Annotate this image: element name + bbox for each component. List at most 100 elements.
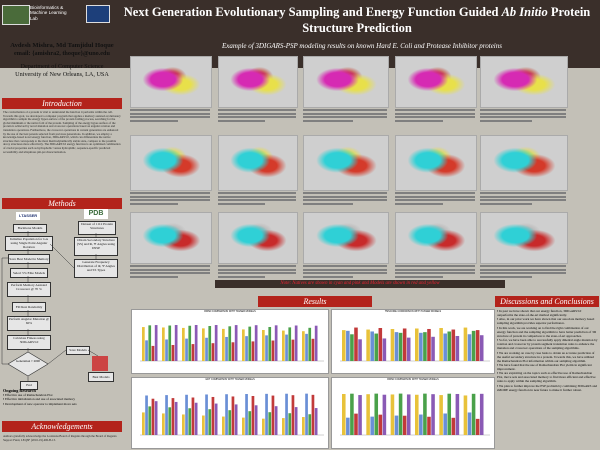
- chart-bar: [268, 412, 272, 435]
- chart-bar: [174, 401, 178, 435]
- chart-bar: [288, 327, 292, 361]
- chart-bar: [467, 412, 472, 435]
- chart-bar: [225, 336, 228, 361]
- chart-bar: [248, 411, 252, 435]
- chart-bar: [285, 393, 288, 435]
- chart-bar: [451, 417, 456, 435]
- chart-bar: [455, 335, 460, 361]
- chart-bar: [288, 413, 292, 435]
- chart-bar: [447, 393, 452, 435]
- author-names: Avdesh Mishra, Md Tamjidul Hoque: [10, 42, 114, 49]
- chart-bar: [443, 333, 447, 361]
- chart-bar: [188, 325, 192, 361]
- chart-rmsd-1: RMSD COMPARISON WITH TASSER MODELS: [131, 309, 329, 374]
- chart-tmscore: TMSCORE COMPARISON WITH TASSER MODELS: [331, 309, 495, 374]
- chart-bar: [251, 395, 255, 435]
- chart-bar: [346, 417, 350, 435]
- chart-bar: [447, 331, 452, 361]
- chart-bar: [382, 338, 387, 361]
- chart-bar: [245, 336, 248, 361]
- chart-bar: [268, 326, 272, 361]
- poster-title: Next Generation Evolutionary Sampling an…: [123, 5, 591, 35]
- chart-bar: [285, 334, 288, 361]
- chart-bar: [374, 333, 379, 361]
- figure-caption-lines: [480, 108, 566, 123]
- discussion-item: ▪ In this work, we are working on to fin…: [497, 325, 597, 338]
- university-logo: [86, 5, 110, 23]
- protein-structure-image: [395, 56, 477, 108]
- protein-structure-image: [130, 56, 212, 108]
- chart-gdt-bars: [140, 393, 324, 436]
- chart-bar: [415, 394, 419, 435]
- chart-bar: [242, 329, 245, 361]
- flow-frequency-distribution: Generate Frequency Distribution of Φ, Ψ …: [74, 259, 118, 278]
- chart-bar: [271, 340, 275, 361]
- chart-bar: [151, 398, 155, 435]
- figure-caption-lines: [395, 264, 475, 279]
- chart-bar: [294, 325, 298, 361]
- chart-bar: [171, 398, 175, 435]
- chart-bar: [402, 328, 407, 361]
- chart-bar: [194, 325, 198, 361]
- chart-bar: [398, 332, 403, 361]
- chart-bar: [205, 337, 208, 361]
- chart-bar: [228, 326, 232, 361]
- chart-bar: [214, 403, 218, 435]
- figure-caption-lines: [303, 108, 387, 123]
- flow-angular-mutation: Perform Angular Mutation @ 60%: [7, 316, 51, 331]
- chart-bar: [202, 415, 205, 435]
- protein-structure-image: [303, 212, 389, 264]
- chart-gdt: GDT COMPARISON WITH TASSER MODELS: [131, 377, 329, 449]
- lab-logo-text: Bioinformatics & Machine Learning Lab: [30, 5, 67, 21]
- chart-bar: [443, 413, 447, 435]
- chart-bar: [302, 417, 305, 435]
- author-block: Avdesh Mishra, Md Tamjidul Hoque email: …: [3, 42, 121, 78]
- protein-structure-image: [480, 212, 568, 264]
- chart-bar: [265, 335, 268, 361]
- ongoing-item: ▪ Effective use of Ramachandran Plot: [3, 393, 53, 397]
- flow-backbone-models: Backbone Models: [13, 224, 47, 233]
- chart-bar: [402, 415, 407, 435]
- chart-bar: [370, 331, 374, 361]
- chart-rmsd-2: RMSD COMPARISON WITH TASSER MODELS: [331, 377, 495, 449]
- chart-bar: [151, 345, 155, 361]
- flow-end: End: [20, 381, 38, 390]
- chart-bar: [431, 394, 435, 435]
- chart-bar: [185, 394, 188, 435]
- chart-bar: [254, 405, 258, 435]
- lab-logo: [2, 5, 30, 25]
- chart-bar: [148, 406, 152, 435]
- chart-bar: [262, 329, 265, 361]
- chart-bar: [225, 394, 228, 435]
- discussion-item: ▪ So far, we have been able to successfu…: [497, 338, 598, 351]
- chart-bar: [394, 415, 399, 435]
- chart-bar: [314, 408, 318, 435]
- chart-bar: [354, 413, 358, 435]
- chart-bar: [305, 333, 308, 361]
- protein-structure-image: [130, 135, 212, 191]
- flow-generation-check: Generation > 2000: [16, 359, 40, 363]
- flow-crossover: Perform Memory Assisted Crossover @ 70 %: [7, 282, 51, 297]
- chart-bar: [358, 395, 362, 435]
- discussion-item: ▪ We are exploiting on the topics such a…: [497, 371, 596, 384]
- methods-header: Methods: [2, 198, 122, 209]
- chart-bar: [154, 325, 158, 361]
- protein-structure-image: [218, 212, 298, 264]
- chart-bar: [346, 330, 350, 361]
- chart-bar: [439, 395, 443, 435]
- chart-bar: [423, 332, 427, 361]
- chart-bar: [245, 394, 248, 435]
- chart-bar: [194, 402, 198, 435]
- chart-bar: [191, 344, 195, 361]
- chart-bar: [419, 414, 423, 435]
- ongoing-research: Ongoing Research ▪ Effective use of Rama…: [3, 388, 121, 406]
- figure-caption-lines: [218, 264, 296, 279]
- chart-bar: [475, 330, 480, 361]
- chart-bar: [350, 393, 354, 435]
- chart-bar: [271, 395, 275, 435]
- chart-bar: [342, 393, 346, 435]
- chart-bar: [282, 330, 285, 361]
- chart-bar: [188, 408, 192, 435]
- figure-caption-lines: [395, 191, 475, 206]
- author-email: email: {amishra2, thoque}@uno.edu: [14, 50, 110, 57]
